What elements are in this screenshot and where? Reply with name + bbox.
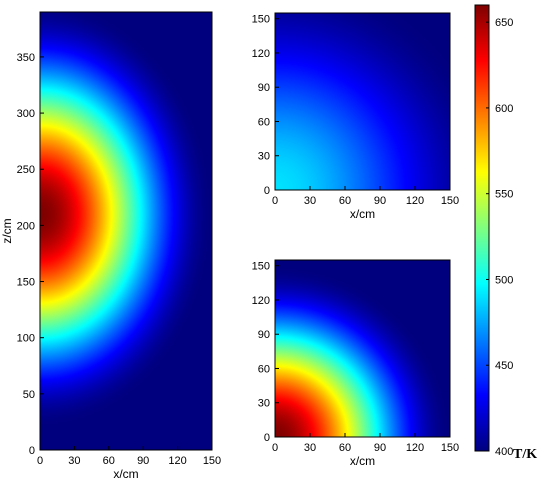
y-tick-label: 60 — [258, 116, 270, 128]
plot-left: 0 30 60 90 120 150 0 50 100 150 200 250 300 350 x/cm z/… — [0, 11, 221, 481]
x-tick-label: 150 — [203, 455, 221, 467]
plot-bottom-right: 0 30 60 90 120 150 0 30 60 90 120 150 x/cm — [252, 259, 459, 468]
y-tick-label: 0 — [264, 185, 270, 197]
x-tick-label: 120 — [406, 442, 424, 454]
colorbar-tick-label: 550 — [495, 189, 513, 201]
x-tick-label: 0 — [272, 442, 278, 454]
x-tick-label: 30 — [68, 455, 80, 467]
x-tick-label: 60 — [339, 442, 351, 454]
frame-bottom-right — [274, 259, 451, 438]
x-tick-label: 60 — [103, 455, 115, 467]
heatmap-bottom-right — [275, 260, 450, 437]
y-tick-label: 0 — [29, 445, 35, 457]
y-tick-label: 90 — [258, 82, 270, 94]
frame-top-right — [274, 12, 451, 191]
x-tick-label: 90 — [374, 442, 386, 454]
colorbar-tick-label: 450 — [495, 360, 513, 372]
x-tick-label: 60 — [339, 195, 351, 207]
y-tick-label: 150 — [252, 14, 270, 26]
y-tick-label: 30 — [258, 398, 270, 410]
y-tick-label: 90 — [258, 329, 270, 341]
y-tick-label: 60 — [258, 363, 270, 375]
y-tick-label: 250 — [17, 164, 35, 176]
y-axis-label: z/cm — [0, 218, 14, 243]
colorbar-tick-label: 600 — [495, 103, 513, 115]
colorbar-bar — [474, 4, 490, 452]
colorbar-tick-label: 650 — [495, 17, 513, 29]
heatmap-left — [40, 12, 212, 450]
x-tick-label: 120 — [406, 195, 424, 207]
colorbar-tick-label: 400 — [495, 446, 513, 458]
x-tick-label: 0 — [37, 455, 43, 467]
y-tick-label: 100 — [17, 333, 35, 345]
y-tick-label: 120 — [252, 295, 270, 307]
x-axis-label: x/cm — [113, 467, 138, 481]
x-tick-label: 0 — [272, 195, 278, 207]
y-tick-label: 30 — [258, 151, 270, 163]
plot-top-right: 0 30 60 90 120 150 0 30 60 90 120 150 x/cm — [252, 12, 459, 221]
heatmap-top-right — [275, 13, 450, 190]
y-tick-label: 120 — [252, 48, 270, 60]
x-axis-label: x/cm — [350, 454, 375, 468]
x-tick-label: 30 — [304, 442, 316, 454]
frame-left — [39, 11, 213, 451]
colorbar: 400 450 500 550 600 650 T/K — [474, 4, 537, 462]
y-tick-label: 200 — [17, 220, 35, 232]
y-tick-label: 50 — [23, 389, 35, 401]
y-tick-label: 300 — [17, 108, 35, 120]
y-tick-label: 0 — [264, 432, 270, 444]
colorbar-title: T/K — [513, 447, 537, 462]
x-tick-label: 90 — [374, 195, 386, 207]
x-tick-label: 30 — [304, 195, 316, 207]
y-tick-label: 150 — [17, 277, 35, 289]
x-tick-label: 150 — [441, 195, 459, 207]
x-axis-label: x/cm — [350, 207, 375, 221]
x-tick-label: 150 — [441, 442, 459, 454]
x-tick-label: 90 — [137, 455, 149, 467]
y-tick-label: 350 — [17, 52, 35, 64]
x-tick-label: 120 — [168, 455, 186, 467]
colorbar-tick-label: 500 — [495, 274, 513, 286]
y-tick-label: 150 — [252, 261, 270, 273]
